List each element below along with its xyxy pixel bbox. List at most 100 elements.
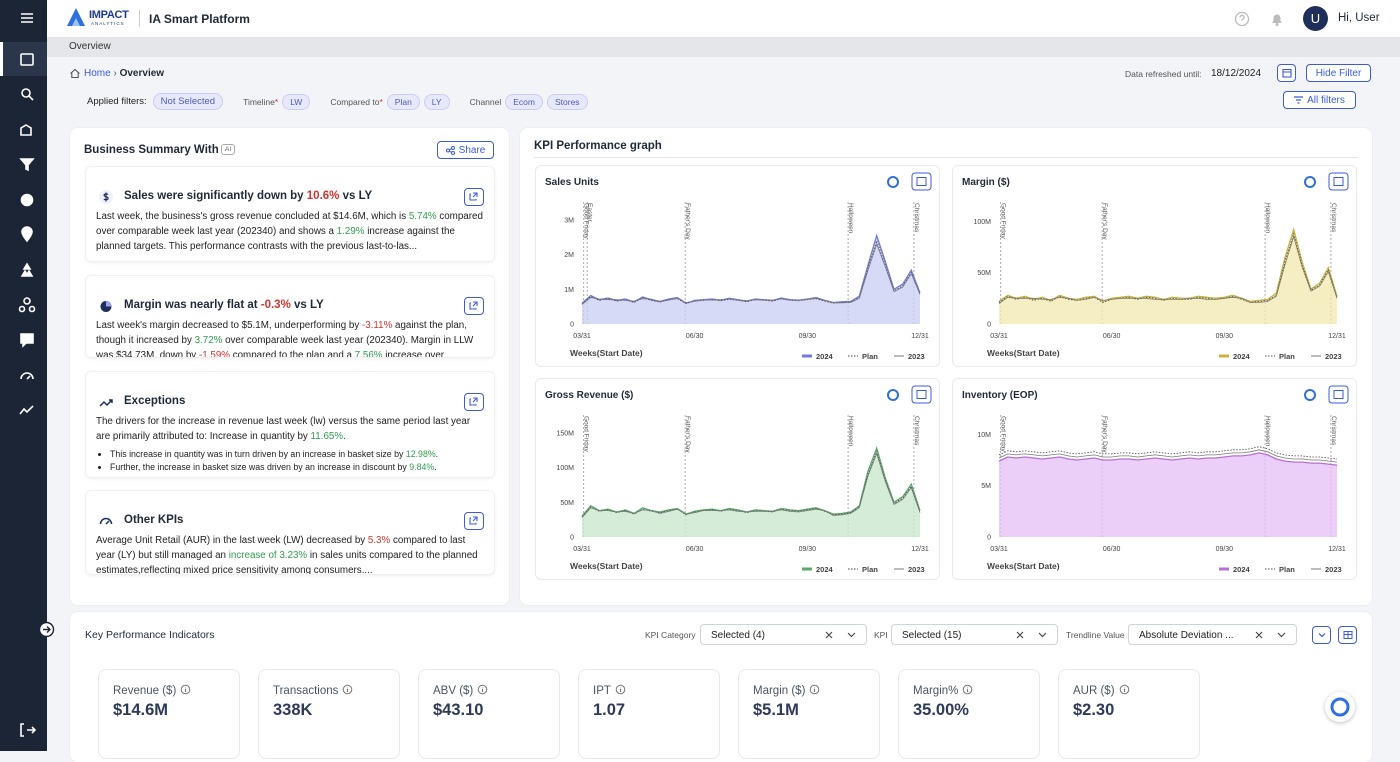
- help-icon[interactable]: [1234, 11, 1250, 27]
- dropdown[interactable]: Selected (15): [891, 624, 1058, 645]
- kpi-card[interactable]: Margin% 35.00%: [898, 669, 1040, 759]
- chart-type-button[interactable]: [887, 389, 899, 401]
- calendar-button[interactable]: [1277, 64, 1296, 82]
- area: [999, 229, 1337, 324]
- collapse-button[interactable]: [38, 621, 55, 638]
- dropdown-icons: [825, 631, 856, 639]
- chat-icon[interactable]: [20, 333, 34, 348]
- gauge-icon[interactable]: [20, 372, 34, 380]
- chart-type-button[interactable]: [887, 176, 899, 188]
- x-tick-label: 03/31: [990, 333, 1008, 340]
- y-tick-label: 50M: [977, 270, 991, 277]
- kpi-card[interactable]: IPT 1.07: [578, 669, 720, 759]
- expand-button[interactable]: [464, 297, 484, 315]
- kpi-value: $5.1M: [753, 701, 799, 719]
- chart-type-button[interactable]: [1304, 176, 1316, 188]
- collapse-button[interactable]: [1312, 626, 1331, 644]
- logout-icon[interactable]: [20, 723, 37, 737]
- expand-button[interactable]: [464, 393, 484, 411]
- filter-label: Trendline Value: [1066, 630, 1125, 640]
- filter-chip[interactable]: LW: [282, 93, 311, 110]
- text: Further, the increase in basket size was…: [110, 461, 410, 472]
- legend-label: Plan: [1279, 565, 1295, 574]
- home-icon[interactable]: [20, 124, 32, 136]
- line: [998, 449, 1338, 463]
- all-filters-button[interactable]: All filters: [1283, 91, 1356, 109]
- table-view-button[interactable]: [911, 172, 932, 191]
- hide-filter-button[interactable]: Hide Filter: [1306, 64, 1371, 82]
- insight-card: Margin was nearly flat at -0.3% vs LY Las…: [85, 275, 495, 358]
- x-axis-label: Weeks(Start Date): [987, 348, 1060, 358]
- insight-text: Last week, the business's gross revenue …: [96, 209, 484, 254]
- kpi-card[interactable]: Revenue ($) $14.6M: [98, 669, 240, 759]
- x-tick-label: 06/30: [686, 546, 704, 553]
- filter-chip[interactable]: Not Selected: [152, 93, 224, 110]
- y-tick-label: 0: [570, 322, 574, 329]
- shapes-icon[interactable]: [20, 262, 34, 277]
- dropdown-icons: [1255, 631, 1286, 639]
- filter-chip[interactable]: Plan: [386, 93, 420, 110]
- assistant-button[interactable]: [1325, 692, 1355, 722]
- x-axis-label: Weeks(Start Date): [570, 348, 643, 358]
- share-button[interactable]: Share: [437, 141, 494, 159]
- filter-icon[interactable]: [19, 158, 35, 172]
- crumb-home[interactable]: Home: [84, 68, 111, 79]
- event-label: Halloween: [847, 416, 854, 447]
- filter-chip[interactable]: Ecom: [505, 93, 543, 110]
- table-view-icon: [1333, 177, 1344, 186]
- chart-title: Inventory (EOP): [962, 390, 1038, 401]
- dropdown[interactable]: Absolute Deviation ...: [1128, 624, 1297, 645]
- table-view-button[interactable]: [1328, 385, 1349, 404]
- kpi-graph-panel: KPI Performance graph Sales Units 0 1M 2M 3M…: [520, 128, 1372, 605]
- chart-title: Margin ($): [962, 177, 1010, 188]
- pie-icon[interactable]: [20, 193, 34, 207]
- search-icon[interactable]: [21, 88, 31, 98]
- expand-button[interactable]: [464, 188, 484, 206]
- greeting: Hi, User: [1338, 12, 1380, 24]
- insight-card: Other KPIs Average Unit Retail (AUR) in t…: [85, 490, 495, 575]
- app-name: IA Smart Platform: [149, 12, 250, 26]
- insight-text: Average Unit Retail (AUR) in the last we…: [96, 533, 484, 574]
- menu-icon[interactable]: [21, 13, 33, 23]
- kpi-card[interactable]: ABV ($) $43.10: [418, 669, 560, 759]
- expand-button[interactable]: [464, 512, 484, 530]
- expand-icon: [469, 516, 478, 525]
- table-view-button[interactable]: [1328, 172, 1349, 191]
- location-icon[interactable]: [21, 226, 33, 243]
- avatar[interactable]: U: [1303, 6, 1328, 31]
- x-tick-label: 09/30: [799, 546, 817, 553]
- kpi-card[interactable]: AUR ($) $2.30: [1058, 669, 1200, 759]
- highlight: 10.6%: [306, 190, 340, 202]
- breadcrumb: Home › Overview: [84, 68, 164, 79]
- y-tick-label: 100M: [973, 219, 991, 226]
- table-view-button[interactable]: [1338, 626, 1357, 644]
- y-tick-label: 100M: [556, 465, 574, 472]
- filter-chip[interactable]: LY: [423, 93, 450, 110]
- insight-title: Margin was nearly flat at -0.3% vs LY: [124, 299, 324, 311]
- expand-icon: [469, 397, 478, 406]
- event-label: Halloween: [1264, 416, 1271, 447]
- tab[interactable]: Overview: [69, 41, 111, 52]
- calendar-icon[interactable]: [20, 53, 34, 66]
- chart: Gross Revenue ($) 0 50M 100M 150M 03/31 06/30 0…: [545, 385, 932, 574]
- dropdown[interactable]: Selected (4): [700, 624, 867, 645]
- kpi-card[interactable]: Transactions 338K: [258, 669, 400, 759]
- legend-label: Plan: [1279, 352, 1295, 361]
- chart-title: Sales Units: [545, 177, 599, 188]
- chart-type-button[interactable]: [1304, 389, 1316, 401]
- trend-icon[interactable]: [19, 405, 34, 415]
- highlight: increase of 3.23%: [228, 550, 308, 561]
- legend-label: 2023: [908, 565, 925, 574]
- table-view-button[interactable]: [911, 385, 932, 404]
- notification-icon[interactable]: [1269, 11, 1285, 27]
- kpi-card[interactable]: Margin ($) $5.1M: [738, 669, 880, 759]
- filter-chip[interactable]: Stores: [546, 93, 588, 110]
- event-label: Father's Day: [684, 203, 691, 240]
- x-tick-label: 06/30: [686, 333, 704, 340]
- x-tick-label: 03/31: [573, 333, 591, 340]
- area: [582, 448, 920, 537]
- text: Margin was nearly flat at: [124, 299, 261, 311]
- network-icon[interactable]: [23, 297, 31, 305]
- legend-label: Plan: [862, 352, 878, 361]
- line: [581, 446, 921, 517]
